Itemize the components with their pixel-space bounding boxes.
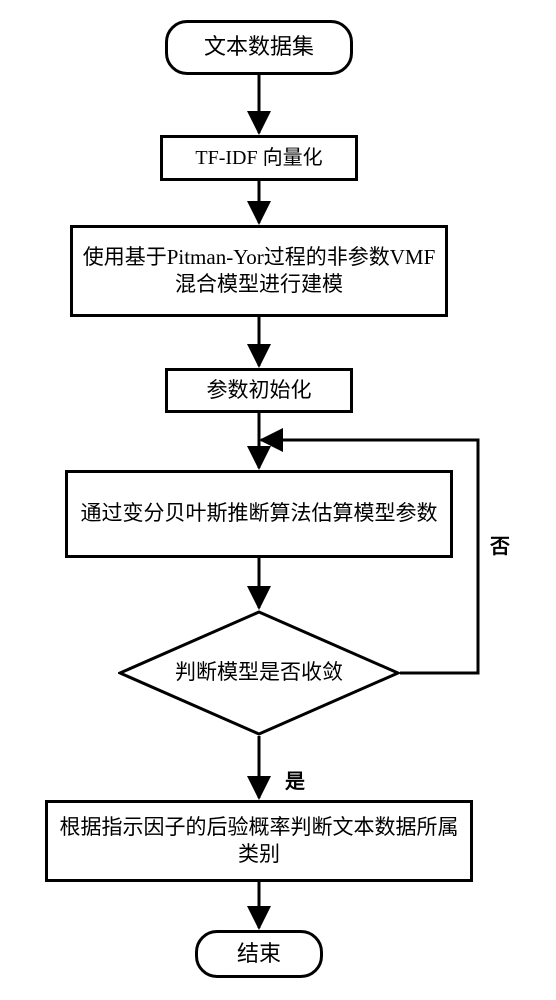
edge-label-yes: 是	[285, 765, 305, 794]
edge-label-no: 否	[490, 530, 510, 559]
flow-edges	[0, 0, 556, 1000]
edge-decision-no-loop	[261, 440, 478, 673]
